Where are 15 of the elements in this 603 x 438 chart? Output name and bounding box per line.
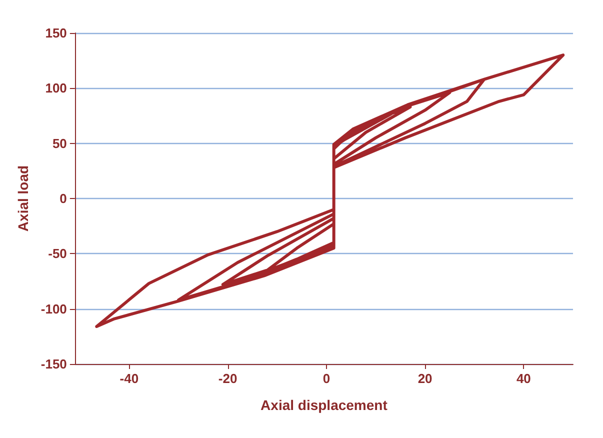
y-tick-label: -150 [40,356,67,372]
line-series [95,54,565,328]
x-axis-title: Axial displacement [260,397,388,413]
y-axis-title: Axial load [15,165,31,232]
y-tick-label: 50 [52,136,67,151]
y-tick-label: -50 [48,246,67,262]
x-tick-label: -40 [120,371,139,386]
x-tick-label: 40 [516,371,531,386]
x-tick-label: 0 [322,371,330,386]
x-tick-label: 20 [418,371,432,386]
y-tick-label: 150 [45,26,67,40]
y-tick-label: -100 [40,301,67,316]
y-tick-label: 100 [45,80,67,96]
y-tick-label: 0 [60,191,67,206]
x-tick-label: -20 [218,371,238,386]
